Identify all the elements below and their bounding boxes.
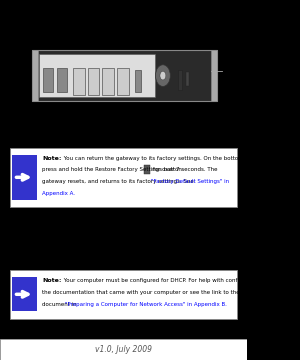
Bar (144, 165, 150, 174)
Bar (211, 50, 217, 101)
Text: You can return the gateway to its factory settings. On the bottom of the gateway: You can return the gateway to its factor… (62, 156, 289, 161)
Text: the documentation that came with your computer or see the link to the online: the documentation that came with your co… (42, 290, 258, 295)
Text: document in: document in (42, 302, 78, 307)
Text: v1.0, July 2009: v1.0, July 2009 (95, 345, 152, 354)
Text: Appendix A.: Appendix A. (42, 191, 75, 196)
Bar (88, 68, 100, 95)
Bar (40, 54, 155, 97)
Text: for over 7 seconds. The: for over 7 seconds. The (151, 167, 217, 172)
Bar (43, 68, 53, 92)
Bar (12, 277, 37, 311)
Bar (10, 270, 237, 319)
Bar (186, 72, 189, 86)
Bar (117, 68, 129, 95)
Circle shape (155, 65, 170, 86)
Circle shape (160, 71, 166, 80)
Bar (134, 70, 141, 92)
Text: Note:: Note: (42, 156, 62, 161)
Text: "Preparing a Computer for Network Access" in Appendix B.: "Preparing a Computer for Network Access… (65, 302, 227, 307)
Bar (32, 50, 38, 101)
Text: Your computer must be configured for DHCP. For help with configuring DHCP, see: Your computer must be configured for DHC… (62, 278, 287, 283)
Text: "Factory Default Settings" in: "Factory Default Settings" in (151, 179, 229, 184)
Text: Note:: Note: (42, 278, 62, 283)
Bar (102, 68, 114, 95)
Bar (73, 68, 85, 95)
Bar (10, 148, 237, 207)
Bar (178, 70, 182, 90)
Bar (32, 50, 217, 101)
Text: gateway resets, and returns to its factory settings. See: gateway resets, and returns to its facto… (42, 179, 196, 184)
Bar (57, 68, 67, 92)
Text: press and hold the Restore Factory Settings button: press and hold the Restore Factory Setti… (42, 167, 182, 172)
Bar (0, 339, 247, 360)
Bar (12, 155, 37, 200)
